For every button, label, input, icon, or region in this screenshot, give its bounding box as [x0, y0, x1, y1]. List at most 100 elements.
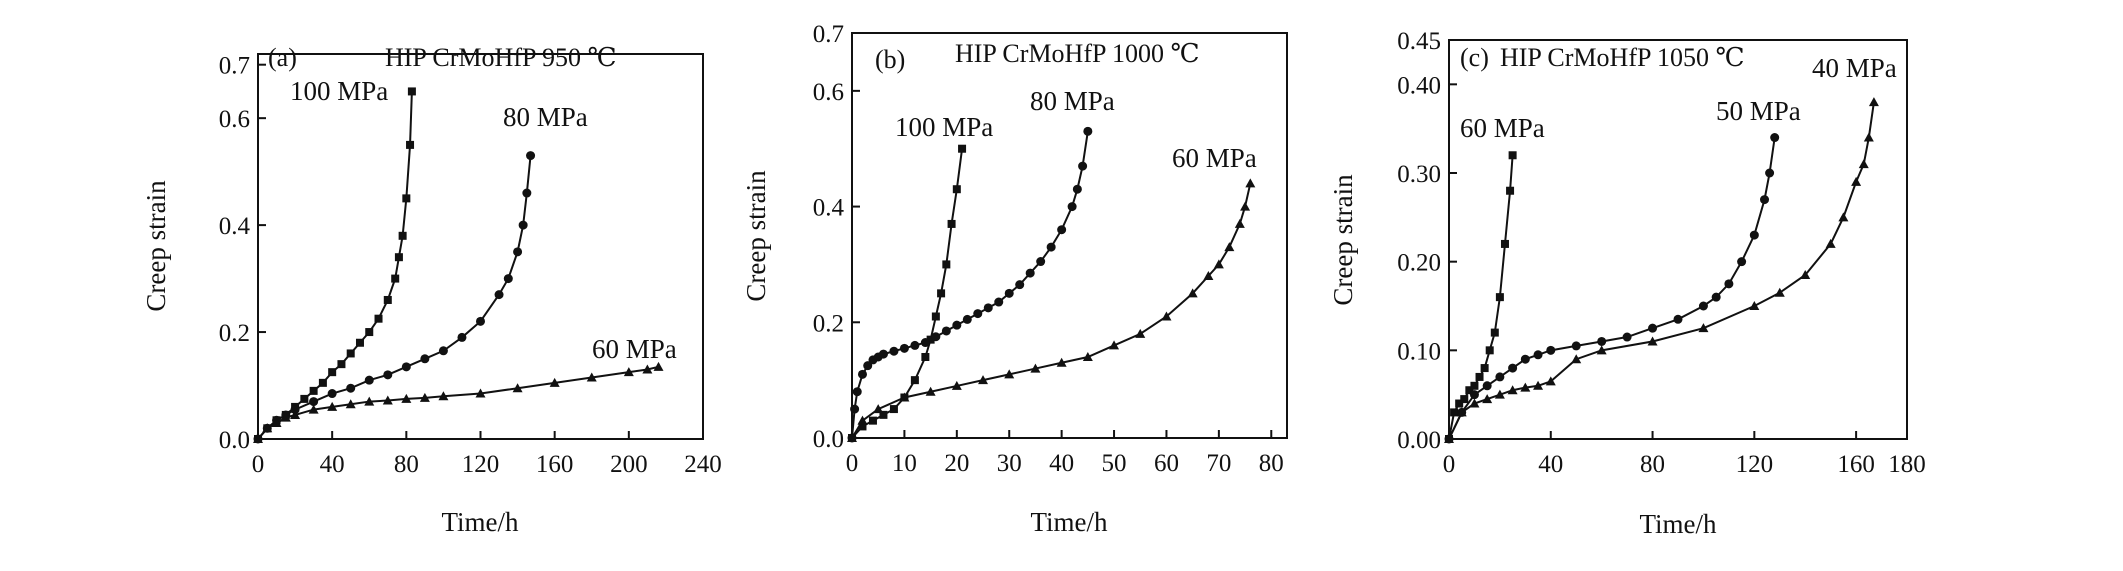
- panel-c-y-ticks: 0.00 0.10 0.20 0.30 0.40 0.45: [1397, 28, 1457, 454]
- data-point-circle: [1078, 161, 1088, 171]
- data-point-triangle: [1647, 336, 1658, 346]
- data-point-triangle: [1825, 238, 1836, 248]
- data-point-square: [1508, 151, 1517, 160]
- panel-c-x-ticks: 0 40 80 120 160 180: [1443, 431, 1926, 478]
- data-point-circle: [863, 361, 873, 371]
- data-point-circle: [1057, 225, 1067, 235]
- data-point-square: [889, 405, 898, 414]
- data-point-triangle: [327, 401, 338, 411]
- data-point-square: [858, 422, 867, 431]
- data-point-circle: [910, 340, 920, 350]
- data-point-circle: [1546, 345, 1556, 355]
- data-point-circle: [327, 389, 337, 399]
- data-point-circle: [1737, 257, 1747, 267]
- data-point-square: [868, 416, 877, 425]
- data-point-triangle: [1240, 201, 1251, 211]
- data-point-triangle: [951, 380, 962, 390]
- series-line-circle: [851, 131, 1089, 439]
- series-name-label: 40 MPa: [1812, 53, 1897, 83]
- data-point-triangle: [1800, 269, 1811, 279]
- data-point-square: [407, 87, 416, 96]
- data-point-triangle: [253, 434, 263, 443]
- data-point-circle: [1025, 268, 1035, 278]
- data-point-triangle: [586, 372, 597, 382]
- panel-a-y-ticks: 0.0 0.2 0.4 0.6 0.7: [219, 53, 266, 454]
- data-point-square: [337, 360, 346, 369]
- x-tick-label: 40: [1538, 451, 1563, 478]
- data-point-square: [402, 194, 411, 203]
- data-point-circle: [920, 338, 930, 348]
- data-point-triangle: [549, 377, 560, 387]
- data-point-triangle: [1161, 311, 1172, 321]
- series-name-label: 100 MPa: [895, 112, 993, 142]
- x-tick-label: 160: [536, 451, 574, 478]
- data-point-triangle: [1056, 357, 1067, 367]
- x-tick-label: 0: [252, 451, 265, 478]
- data-point-square: [374, 314, 383, 323]
- x-tick-label: 160: [1837, 451, 1875, 478]
- y-tick-label: 0.2: [219, 320, 250, 347]
- panel-b-series: [847, 126, 1256, 443]
- panel-a-series: [253, 87, 664, 444]
- data-point-square: [931, 312, 940, 321]
- data-point-triangle: [1469, 398, 1480, 408]
- data-point-triangle: [1135, 328, 1146, 338]
- panel-a-x-axis-title: Time/h: [441, 507, 519, 537]
- data-point-circle: [494, 290, 504, 300]
- x-tick-label: 70: [1206, 450, 1231, 477]
- y-tick-label: 0.45: [1397, 28, 1441, 55]
- panel-a: 0 40 80 120 160 200 240 0.0 0.2 0.4 0.6 0.7 100 MP…: [141, 43, 722, 537]
- data-point-triangle: [271, 417, 282, 427]
- data-point-triangle: [364, 396, 375, 406]
- panel-b-y-axis-title: Creep strain: [741, 170, 771, 302]
- panel-b-title: HIP CrMoHfP 1000 ℃: [955, 39, 1200, 68]
- data-point-circle: [1648, 323, 1658, 333]
- series-line-triangle: [257, 365, 659, 440]
- data-point-circle: [1571, 341, 1581, 351]
- data-point-triangle: [512, 383, 523, 393]
- data-point-circle: [1770, 133, 1780, 143]
- data-point-triangle: [345, 399, 356, 409]
- data-point-triangle: [280, 412, 291, 422]
- series-line-circle: [257, 155, 532, 440]
- y-tick-label: 0.2: [813, 310, 844, 337]
- y-tick-label: 0.6: [813, 79, 844, 106]
- data-point-square: [355, 338, 364, 347]
- data-point-circle: [1072, 184, 1082, 194]
- x-tick-label: 80: [1640, 451, 1665, 478]
- panel-a-label: (a): [268, 43, 297, 72]
- data-point-circle: [1482, 381, 1492, 391]
- series-name-label: 80 MPa: [1030, 86, 1115, 116]
- data-point-triangle: [1482, 394, 1493, 404]
- panel-c-y-axis-title: Creep strain: [1328, 174, 1358, 306]
- data-point-circle: [401, 362, 411, 372]
- data-point-square: [1495, 293, 1504, 302]
- y-tick-label: 0.00: [1397, 427, 1441, 454]
- panel-a-x-ticks: 0 40 80 120 160 200 240: [252, 431, 722, 478]
- data-point-square: [942, 260, 951, 269]
- data-point-square: [921, 353, 930, 361]
- data-point-triangle: [1213, 259, 1224, 269]
- data-point-triangle: [1858, 159, 1869, 169]
- panel-a-title: HIP CrMoHfP 950 ℃: [385, 43, 617, 72]
- x-tick-label: 240: [684, 451, 722, 478]
- panel-c-label: (c): [1460, 43, 1489, 72]
- x-tick-label: 80: [394, 451, 419, 478]
- data-point-circle: [513, 247, 523, 257]
- data-point-circle: [1469, 390, 1479, 400]
- data-point-triangle: [1494, 389, 1505, 399]
- y-tick-label: 0.30: [1397, 161, 1441, 188]
- data-point-circle: [1520, 354, 1530, 364]
- x-tick-label: 40: [320, 451, 345, 478]
- data-point-square: [391, 274, 400, 283]
- data-point-triangle: [1571, 354, 1582, 364]
- data-point-square: [1506, 186, 1515, 195]
- x-tick-label: 10: [892, 450, 917, 477]
- data-point-circle: [1622, 332, 1632, 342]
- data-point-square: [383, 295, 392, 304]
- y-tick-label: 0.0: [219, 427, 250, 454]
- data-point-circle: [526, 151, 536, 161]
- data-point-triangle: [1774, 287, 1785, 297]
- data-point-triangle: [1203, 271, 1214, 280]
